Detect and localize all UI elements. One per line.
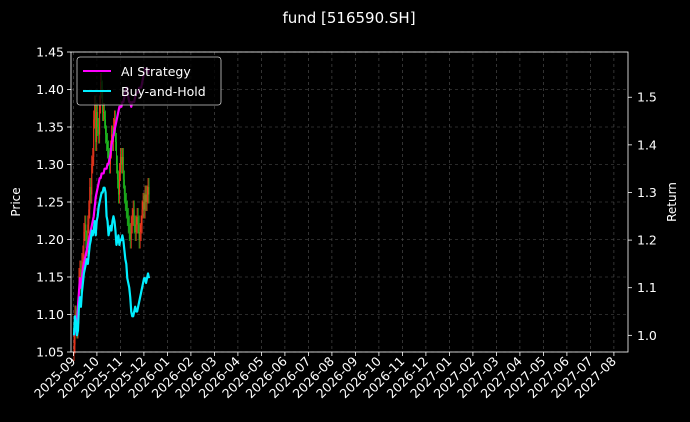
candle-body bbox=[137, 217, 139, 225]
candle-body bbox=[98, 127, 100, 135]
candle-body bbox=[127, 217, 129, 225]
y-tick-label-left: 1.05 bbox=[36, 345, 64, 360]
candle-body bbox=[114, 119, 115, 127]
y-tick-label-right: 1.4 bbox=[637, 137, 657, 152]
y-axis-label-right: Return bbox=[665, 182, 679, 222]
y-tick-label-left: 1.10 bbox=[36, 307, 64, 322]
y-tick-label-right: 1.0 bbox=[637, 328, 657, 343]
candle-body bbox=[85, 224, 87, 240]
chart-title: fund [516590.SH] bbox=[282, 9, 415, 27]
candle-body bbox=[99, 104, 101, 135]
candle-body bbox=[148, 187, 150, 195]
legend: AI Strategy Buy-and-Hold bbox=[76, 56, 222, 106]
candle-body bbox=[87, 224, 89, 247]
candle-body bbox=[140, 224, 142, 232]
candle-body bbox=[131, 217, 133, 225]
candle-body bbox=[93, 119, 95, 157]
candle-body bbox=[91, 164, 93, 195]
candle-body bbox=[119, 157, 121, 172]
candle-body bbox=[86, 239, 88, 247]
candle-body bbox=[117, 179, 119, 195]
candle-body bbox=[115, 142, 117, 165]
candle-body bbox=[97, 112, 99, 127]
candle-body bbox=[96, 112, 98, 142]
candle-body bbox=[139, 232, 141, 240]
series-line-buy-and-hold bbox=[72, 186, 151, 337]
candle-body bbox=[88, 209, 90, 225]
candle-body bbox=[105, 119, 107, 135]
candle-body bbox=[142, 202, 144, 210]
candle-body bbox=[144, 194, 146, 210]
candle-body bbox=[133, 209, 135, 225]
candle-body bbox=[108, 149, 109, 157]
legend-box bbox=[76, 56, 222, 106]
y-tick-label-left: 1.40 bbox=[36, 82, 64, 97]
y-axis-right: 1.0 1.1 1.2 1.3 1.4 1.5 bbox=[628, 90, 657, 343]
candle-body bbox=[73, 344, 75, 352]
legend-label-bh: Buy-and-Hold bbox=[121, 84, 206, 99]
candle-body bbox=[132, 209, 134, 217]
y-tick-label-left: 1.25 bbox=[36, 195, 64, 210]
y-tick-label-right: 1.1 bbox=[637, 280, 657, 295]
y-tick-label-left: 1.20 bbox=[36, 232, 64, 247]
y-tick-label-right: 1.2 bbox=[637, 233, 657, 248]
candle-body bbox=[126, 209, 128, 217]
y-tick-label-left: 1.35 bbox=[36, 120, 64, 135]
candle-body bbox=[94, 104, 96, 120]
candle-body bbox=[106, 134, 108, 142]
candle-body bbox=[147, 187, 149, 195]
candle-body bbox=[95, 104, 97, 142]
y-axis-label-left: Price bbox=[9, 187, 23, 216]
candle-body bbox=[124, 194, 126, 202]
candle-body bbox=[129, 232, 131, 240]
y-axis-left: 1.05 1.10 1.15 1.20 1.25 1.30 1.35 1.40 1.45 bbox=[36, 45, 71, 360]
y-tick-label-right: 1.3 bbox=[637, 185, 657, 200]
candle-body bbox=[116, 164, 118, 180]
candle-body bbox=[118, 172, 120, 195]
candle-body bbox=[135, 224, 137, 232]
candle-body bbox=[90, 187, 92, 195]
y-tick-label-left: 1.45 bbox=[36, 45, 64, 60]
y-tick-label-right: 1.5 bbox=[637, 90, 657, 105]
candle-body bbox=[136, 217, 138, 225]
x-axis: 2025-092025-102025-112025-122026-012026-… bbox=[31, 352, 619, 401]
candle-body bbox=[104, 112, 106, 120]
candle-body bbox=[84, 224, 86, 232]
candle-body bbox=[141, 209, 143, 225]
candle-body bbox=[121, 157, 123, 165]
y-tick-label-left: 1.15 bbox=[36, 270, 64, 285]
candle-body bbox=[89, 187, 91, 210]
candle-body bbox=[83, 232, 85, 255]
candle-body bbox=[146, 194, 148, 202]
candle-body bbox=[145, 194, 147, 202]
candle-body bbox=[143, 202, 145, 210]
candle-body bbox=[130, 224, 132, 240]
candle-body bbox=[138, 224, 140, 240]
candle-body bbox=[82, 254, 84, 262]
legend-label-ai: AI Strategy bbox=[121, 64, 191, 79]
candle-body bbox=[103, 112, 105, 113]
candle-body bbox=[92, 157, 94, 165]
candle-body bbox=[122, 157, 124, 180]
y-tick-label-left: 1.30 bbox=[36, 157, 64, 172]
candle-body bbox=[125, 202, 127, 210]
candle-body bbox=[79, 269, 81, 277]
candle-body bbox=[134, 224, 136, 232]
candle-body bbox=[120, 157, 122, 165]
candle-body bbox=[128, 224, 130, 232]
candle-body bbox=[107, 142, 109, 150]
candle-body bbox=[123, 179, 125, 195]
